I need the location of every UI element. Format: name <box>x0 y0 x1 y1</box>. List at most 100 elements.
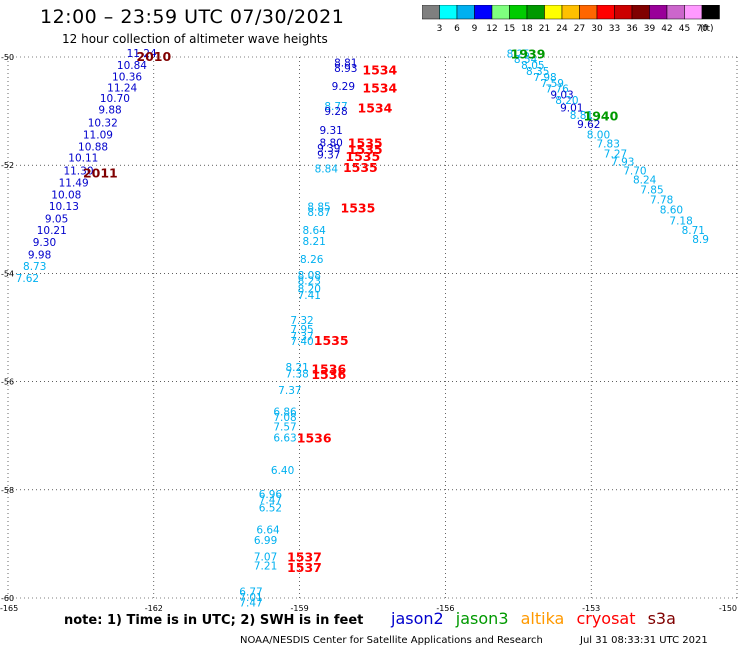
wave-height-point: 6.52 <box>259 503 282 515</box>
wave-height-point: 7.47 <box>259 495 282 507</box>
satellite-legend: jason2 jason3 altika cryosat s3a <box>391 609 683 628</box>
colorbar-tick-label: 27 <box>574 24 585 34</box>
legend-cryosat: cryosat <box>576 609 636 628</box>
wave-height-point: 8.35 <box>526 66 549 78</box>
wave-height-point: 8.85 <box>307 201 330 213</box>
wave-height-point: 8.25 <box>507 48 530 60</box>
credit-text: NOAA/NESDIS Center for Satellite Applica… <box>240 635 543 646</box>
wave-height-point: 9.39 <box>317 143 340 155</box>
wave-height-point: 10.88 <box>78 141 108 153</box>
time-label: 1535 <box>341 200 376 215</box>
colorbar-tick-label: 6 <box>454 24 460 34</box>
wave-height-point: 9.29 <box>332 81 355 93</box>
wave-height-point: 8.80 <box>319 138 342 150</box>
colorbar-tick-label: 18 <box>521 24 533 34</box>
wave-height-point: 9.28 <box>324 106 347 118</box>
wave-height-point: 9.01 <box>560 102 583 114</box>
wave-height-point: 9.03 <box>550 89 573 101</box>
wave-height-point: 7.70 <box>623 166 646 178</box>
colorbar-swatch <box>701 5 720 20</box>
colorbar-tick-label: 33 <box>609 24 620 34</box>
x-tick-label: -156 <box>436 604 454 613</box>
wave-height-point: 6.40 <box>271 465 294 477</box>
wave-height-point: 8.26 <box>300 254 324 266</box>
time-label: 1939 <box>511 46 546 61</box>
wave-height-point: 9.98 <box>28 250 51 262</box>
colorbar-tick-label: 42 <box>661 24 672 34</box>
wave-height-point: 7.01 <box>239 592 262 604</box>
time-label: 1534 <box>362 80 397 95</box>
time-label: 1535 <box>314 333 349 348</box>
wave-height-point: 9.31 <box>319 125 342 137</box>
wave-height-point: 9.37 <box>317 149 340 161</box>
x-tick-label: -150 <box>719 604 737 613</box>
wave-height-point: 8.77 <box>324 101 347 113</box>
legend-jason2: jason2 <box>391 609 444 628</box>
wave-height-point: 7.40 <box>290 336 313 348</box>
time-label: 1535 <box>348 136 383 151</box>
x-tick-label: -153 <box>582 604 600 613</box>
wave-height-point: 8.84 <box>315 164 339 176</box>
wave-height-point: 7.41 <box>298 290 321 302</box>
wave-height-point: 8.81 <box>570 110 593 122</box>
colorbar-tick-label: 36 <box>626 24 638 34</box>
colorbar-tick-label: 9 <box>472 24 478 34</box>
wave-height-point: 10.08 <box>51 189 81 201</box>
colorbar-tick-label: 45 <box>679 24 690 34</box>
generated-timestamp: Jul 31 08:33:31 UTC 2021 <box>580 635 708 646</box>
wave-height-point: 7.76 <box>545 83 569 95</box>
colorbar-tick-label: 21 <box>539 24 550 34</box>
wave-height-point: 7.93 <box>611 156 634 168</box>
time-label: 1535 <box>343 160 378 175</box>
wave-height-point: 6.86 <box>273 406 297 418</box>
legend-s3a: s3a <box>647 609 676 628</box>
wave-height-point: 10.13 <box>49 201 79 213</box>
wave-height-point: 8.05 <box>521 60 544 72</box>
wave-height-point: 7.47 <box>239 597 262 609</box>
wave-height-point: 10.70 <box>100 93 130 105</box>
wave-height-point: 10.84 <box>117 60 147 72</box>
time-label: 1535 <box>348 142 383 157</box>
page-subtitle: 12 hour collection of altimeter wave hei… <box>62 32 328 46</box>
wave-height-point: 8.60 <box>660 205 683 217</box>
wave-height-point: 8.71 <box>682 225 705 237</box>
wave-height-point: 7.95 <box>290 324 313 336</box>
wave-height-point: 8.93 <box>334 63 357 75</box>
wave-height-point: 11.09 <box>83 129 113 141</box>
wave-height-point: 7.32 <box>290 315 313 327</box>
colorbar-tick-label: 39 <box>644 24 656 34</box>
colorbar-tick-label: 30 <box>591 24 603 34</box>
footer-note: note: 1) Time is in UTC; 2) SWH is in fe… <box>64 613 364 628</box>
wave-height-point: 8.20 <box>555 95 578 107</box>
wave-height-point: 6.77 <box>239 587 262 599</box>
wave-height-point: 8.20 <box>298 284 321 296</box>
time-label: 1534 <box>362 63 397 78</box>
wave-height-point: 7.37 <box>290 331 313 343</box>
wave-height-point: 8.21 <box>285 362 308 374</box>
page-title: 12:00 – 23:59 UTC 07/30/2021 <box>40 6 345 28</box>
wave-height-point: 8.54 <box>514 54 538 66</box>
y-tick-label: -50 <box>1 53 14 62</box>
y-tick-label: -54 <box>1 269 14 278</box>
wave-height-point: 7.27 <box>604 148 627 160</box>
wave-height-point: 11.49 <box>59 178 89 190</box>
wave-height-point: 7.78 <box>650 194 673 206</box>
y-tick-label: -56 <box>1 378 14 387</box>
y-tick-label: -60 <box>1 594 14 603</box>
colorbar-tick-label: 24 <box>556 24 568 34</box>
wave-height-point: 10.11 <box>68 153 98 165</box>
wave-height-point: 10.36 <box>112 72 142 84</box>
wave-height-point: 11.30 <box>63 166 93 178</box>
time-label: 1940 <box>584 109 619 124</box>
wave-height-point: 6.96 <box>259 489 283 501</box>
time-label: 1536 <box>311 362 346 377</box>
time-label: 1535 <box>345 149 380 164</box>
wave-height-point: 7.37 <box>278 385 301 397</box>
wave-height-point: 8.23 <box>298 276 321 288</box>
wave-height-point: 7.38 <box>285 369 308 381</box>
time-label: 1534 <box>358 100 393 115</box>
x-tick-label: -162 <box>145 604 163 613</box>
wave-height-point: 9.88 <box>98 105 121 117</box>
wave-height-point: 7.18 <box>669 215 692 227</box>
